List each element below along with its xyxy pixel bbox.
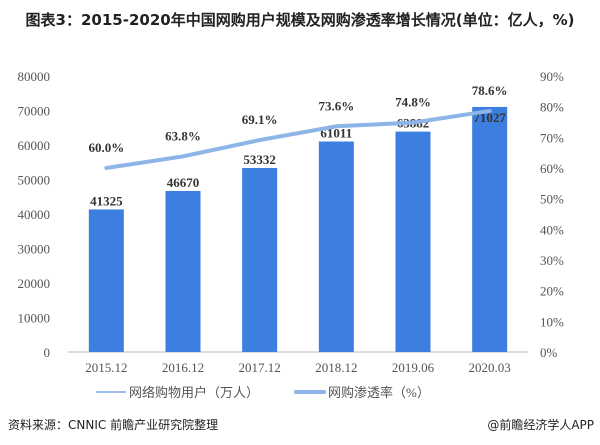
y-right-tick-label: 30% [540, 253, 564, 268]
legend-line-label: 网购渗透率（%） [328, 385, 430, 400]
y-right-tick-label: 20% [540, 284, 564, 299]
line-data-label: 63.8% [165, 128, 201, 143]
x-tick-label: 2017.12 [239, 360, 281, 375]
line-data-label: 78.6% [472, 83, 508, 98]
bar [88, 209, 124, 352]
y-left-tick-label: 20000 [18, 276, 51, 291]
bar-data-label: 46670 [167, 175, 200, 190]
y-left-tick-label: 30000 [18, 242, 51, 257]
y-left-tick-label: 10000 [18, 311, 51, 326]
bar [318, 141, 354, 352]
y-right-tick-label: 0% [540, 345, 558, 360]
line-data-label: 69.1% [242, 112, 278, 127]
bar [395, 131, 431, 352]
y-right-tick-label: 10% [540, 314, 564, 329]
x-tick-label: 2015.12 [85, 360, 127, 375]
x-tick-label: 2020.03 [469, 360, 511, 375]
y-left-tick-label: 60000 [18, 138, 51, 153]
line-data-label: 74.8% [395, 95, 431, 110]
y-right-tick-label: 40% [540, 222, 564, 237]
bar [165, 190, 201, 352]
y-right-tick-label: 90% [540, 69, 564, 84]
chart-title: 图表3：2015-2020年中国网购用户规模及网购渗透率增长情况(单位：亿人，%… [25, 11, 575, 29]
x-tick-label: 2018.12 [315, 360, 357, 375]
line-data-label: 73.6% [318, 98, 354, 113]
y-left-tick-label: 40000 [18, 207, 51, 222]
bar-data-label: 41325 [90, 193, 123, 208]
y-left-tick-label: 70000 [18, 104, 51, 119]
x-tick-label: 2016.12 [162, 360, 204, 375]
legend-bar-label: 网络购物用户（万人） [129, 385, 259, 400]
y-left-tick-label: 0 [44, 345, 51, 360]
credit-note: @前瞻经济学人APP [487, 418, 594, 432]
bar [242, 168, 278, 352]
y-left-tick-label: 80000 [18, 69, 51, 84]
line-series [104, 108, 492, 170]
source-note: 资料来源：CNNIC 前瞻产业研究院整理 [8, 418, 219, 432]
y-right-tick-label: 70% [540, 130, 564, 145]
y-left-tick-label: 50000 [18, 173, 51, 188]
line-data-label: 60.0% [88, 140, 124, 155]
x-tick-label: 2019.06 [392, 360, 435, 375]
bar-data-label: 53332 [243, 152, 276, 167]
bar [472, 106, 508, 352]
y-right-tick-label: 50% [540, 192, 564, 207]
y-right-tick-label: 60% [540, 161, 564, 176]
y-right-tick-label: 80% [540, 100, 564, 115]
